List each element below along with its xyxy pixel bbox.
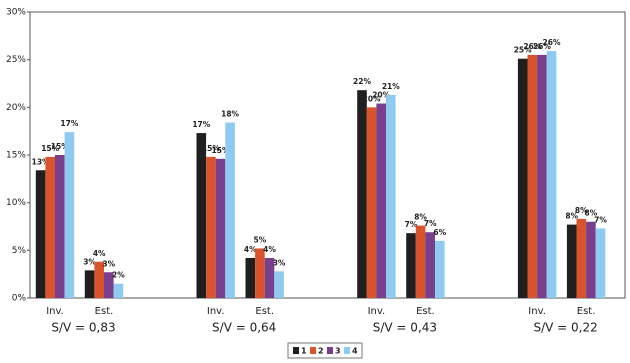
legend-swatch — [310, 347, 316, 354]
bar — [64, 132, 75, 298]
group-label: S/V = 0,22 — [533, 321, 597, 335]
x-tick-label: Inv. — [528, 306, 546, 317]
value-label: 8% — [585, 209, 598, 218]
legend-label: 3 — [335, 347, 341, 356]
value-label: 2% — [112, 271, 125, 280]
value-label: 7% — [405, 220, 418, 229]
y-tick-label: 5% — [12, 246, 27, 256]
value-label: 21% — [382, 82, 400, 91]
value-label: 17% — [60, 119, 78, 128]
bar — [537, 54, 547, 299]
bar — [255, 248, 265, 298]
value-label: 8% — [414, 213, 427, 222]
value-label: 15% — [202, 144, 220, 153]
bar — [406, 233, 416, 298]
legend-swatch — [293, 347, 299, 354]
bar — [35, 170, 46, 298]
value-label: 7% — [594, 215, 607, 224]
bar — [113, 283, 124, 298]
value-label: 15% — [51, 142, 69, 151]
legend-label: 1 — [301, 347, 307, 356]
y-tick-label: 10% — [6, 198, 26, 208]
value-label: 26% — [543, 38, 561, 47]
y-tick-label: 30% — [6, 8, 26, 18]
x-tick-label: Inv. — [368, 306, 386, 317]
bar — [435, 240, 445, 298]
value-label: 20% — [372, 91, 390, 100]
value-label: 6% — [433, 228, 446, 237]
value-label: 18% — [221, 110, 239, 119]
bar — [84, 270, 95, 298]
value-label: 7% — [424, 219, 437, 228]
value-label: 26% — [533, 42, 551, 51]
y-tick-label: 0% — [12, 294, 27, 304]
bar — [225, 122, 235, 298]
bar — [595, 228, 606, 298]
bar — [357, 90, 367, 298]
value-label: 8% — [565, 212, 578, 221]
value-label: 4% — [263, 245, 276, 254]
bar — [576, 218, 587, 298]
bar — [415, 225, 426, 298]
bar — [264, 257, 275, 298]
y-tick-label: 15% — [6, 151, 26, 161]
bar — [517, 58, 528, 298]
bar — [215, 158, 226, 298]
legend-swatch — [344, 347, 350, 354]
value-label: 25% — [514, 46, 532, 55]
legend-box — [287, 342, 363, 359]
y-tick-label: 25% — [6, 55, 26, 65]
bar — [527, 54, 538, 299]
group-label: S/V = 0,83 — [51, 321, 115, 335]
bar — [566, 224, 577, 298]
x-tick-label: Est. — [577, 306, 596, 317]
value-label: 17% — [192, 120, 210, 129]
x-tick-label: Inv. — [207, 306, 225, 317]
bar — [104, 272, 114, 298]
x-tick-label: Inv. — [46, 306, 64, 317]
bar — [546, 51, 557, 298]
bar — [206, 156, 216, 298]
bar — [245, 257, 256, 298]
value-label: 3% — [83, 257, 96, 266]
x-tick-label: Est. — [255, 306, 274, 317]
value-label: 4% — [93, 249, 106, 258]
y-tick-label: 20% — [6, 103, 26, 113]
bar — [274, 271, 284, 298]
x-tick-label: Est. — [95, 306, 114, 317]
bar — [366, 107, 377, 298]
bar — [386, 94, 396, 298]
legend-label: 4 — [352, 347, 358, 356]
legend-swatch — [327, 347, 333, 354]
value-label: 3% — [273, 258, 286, 267]
bar — [425, 232, 435, 298]
legend-label: 2 — [318, 347, 324, 356]
value-label: 13% — [32, 157, 50, 166]
value-label: 15% — [41, 144, 59, 153]
group-label: S/V = 0,43 — [373, 321, 437, 335]
value-label: 26% — [523, 42, 541, 51]
bar — [586, 221, 596, 298]
bar — [94, 261, 104, 298]
value-label: 4% — [244, 245, 257, 254]
value-label: 5% — [254, 235, 267, 244]
bar — [55, 155, 65, 298]
value-label: 22% — [353, 77, 371, 86]
value-label: 20% — [363, 94, 381, 103]
bar — [196, 133, 207, 298]
group-label: S/V = 0,64 — [212, 321, 276, 335]
x-tick-label: Est. — [416, 306, 435, 317]
value-label: 3% — [102, 259, 115, 268]
bar — [45, 156, 55, 298]
value-label: 15% — [212, 146, 230, 155]
bar — [376, 103, 386, 299]
value-label: 8% — [575, 206, 588, 215]
